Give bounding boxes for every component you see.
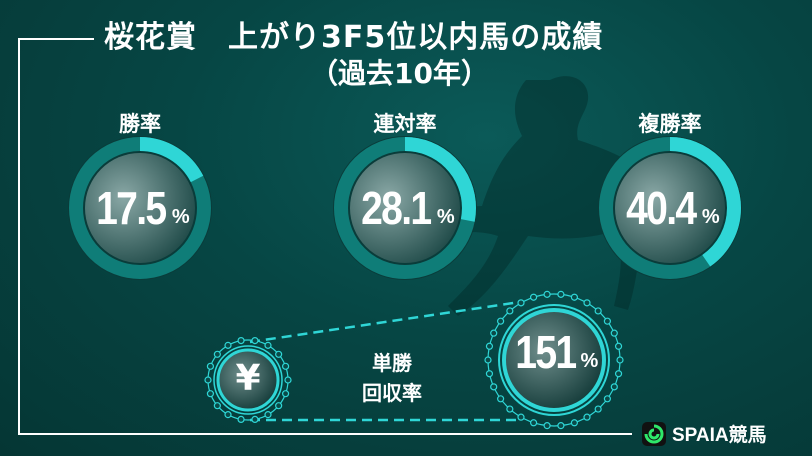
bead-dot — [557, 290, 565, 298]
recovery-circle — [502, 308, 606, 412]
spaia-logo-icon — [642, 421, 666, 446]
yen-coin — [216, 348, 280, 412]
frame-line — [18, 38, 20, 434]
bead-dot — [206, 362, 215, 370]
gauge-win-rate: 17.5% — [65, 133, 215, 283]
bead-dot — [570, 419, 578, 427]
gauge-fill — [599, 137, 741, 279]
bead-dot — [485, 370, 494, 378]
recovery-label-line2: 回収率 — [362, 381, 422, 405]
gauge-center — [350, 153, 460, 263]
bead-dot — [517, 299, 525, 307]
bead-dot — [224, 411, 232, 419]
bead-dot — [594, 405, 602, 413]
bead-dot — [603, 395, 611, 403]
bead-dot — [616, 356, 624, 364]
gauge-quinella-rate: 28.1% — [330, 133, 480, 283]
recovery-label-line1: 単勝 — [372, 351, 412, 375]
bead-dot — [284, 376, 292, 384]
stat-label-win-rate: 勝率 — [119, 112, 161, 136]
bead-dot — [213, 350, 221, 358]
gauge-place-rate: 40.4% — [595, 133, 745, 283]
connector-line — [249, 300, 521, 344]
stat-value: 28.1 — [361, 182, 432, 234]
stat-unit: % — [436, 205, 455, 228]
recovery-unit: % — [580, 349, 599, 372]
recovery-number: 151 — [515, 326, 577, 378]
bead-dot — [506, 307, 514, 315]
bead-dot — [570, 293, 578, 301]
bead-dot — [224, 341, 232, 349]
gauge-center — [85, 153, 195, 263]
bead-dot — [281, 390, 290, 398]
bead-dot — [497, 317, 505, 325]
brand-name: SPAIA競馬 — [672, 425, 767, 446]
bead-dot — [275, 402, 283, 410]
stat-unit: % — [701, 205, 720, 228]
bead-dot — [490, 383, 498, 391]
bead-dot — [484, 356, 492, 364]
gauge-center — [615, 153, 725, 263]
stat-label-quinella-rate: 連対率 — [373, 112, 437, 136]
bead-dot — [213, 402, 221, 410]
bead-dot — [506, 405, 514, 413]
frame-line — [18, 433, 632, 435]
bead-dot — [206, 390, 215, 398]
bead-dot — [237, 415, 245, 423]
bead-dot — [583, 299, 591, 307]
bead-dot — [264, 411, 272, 419]
gauge-fill — [334, 137, 476, 279]
stat-unit: % — [171, 205, 190, 228]
bead-dot — [614, 370, 623, 378]
bead-dot — [530, 293, 538, 301]
stat-value: 40.4 — [626, 182, 697, 234]
bead-dot — [485, 342, 494, 350]
page-subtitle: （過去10年） — [310, 57, 489, 90]
bead-dot — [594, 307, 602, 315]
bead-dot — [610, 329, 618, 337]
bead-dot — [610, 383, 618, 391]
bead-dot — [275, 350, 283, 358]
frame-line — [18, 38, 94, 40]
bead-dot — [237, 337, 245, 345]
bead-dot — [543, 422, 551, 430]
stat-label-place-rate: 複勝率 — [638, 112, 702, 136]
yen-icon: ¥ — [235, 358, 261, 399]
bead-dot — [543, 290, 551, 298]
bead-dot — [490, 329, 498, 337]
stat-value: 17.5 — [96, 182, 167, 234]
bead-dot — [614, 342, 623, 350]
bead-dot — [204, 376, 212, 384]
bead-dot — [497, 395, 505, 403]
bead-dot — [557, 422, 565, 430]
bead-dot — [251, 415, 259, 423]
page-title: 桜花賞 上がり3F5位以内馬の成績 — [104, 20, 604, 55]
recovery-label: 単勝 回収率 — [352, 348, 432, 408]
brand-logo: SPAIA競馬 — [642, 420, 767, 447]
bead-dot — [251, 337, 259, 345]
bead-dot — [583, 413, 591, 421]
bead-dot — [530, 419, 538, 427]
recovery-value: 151% — [504, 325, 604, 379]
bead-dot — [264, 341, 272, 349]
bead-dot — [603, 317, 611, 325]
bead-dot — [281, 362, 290, 370]
bead-dot — [517, 413, 525, 421]
gauge-fill — [69, 137, 211, 279]
